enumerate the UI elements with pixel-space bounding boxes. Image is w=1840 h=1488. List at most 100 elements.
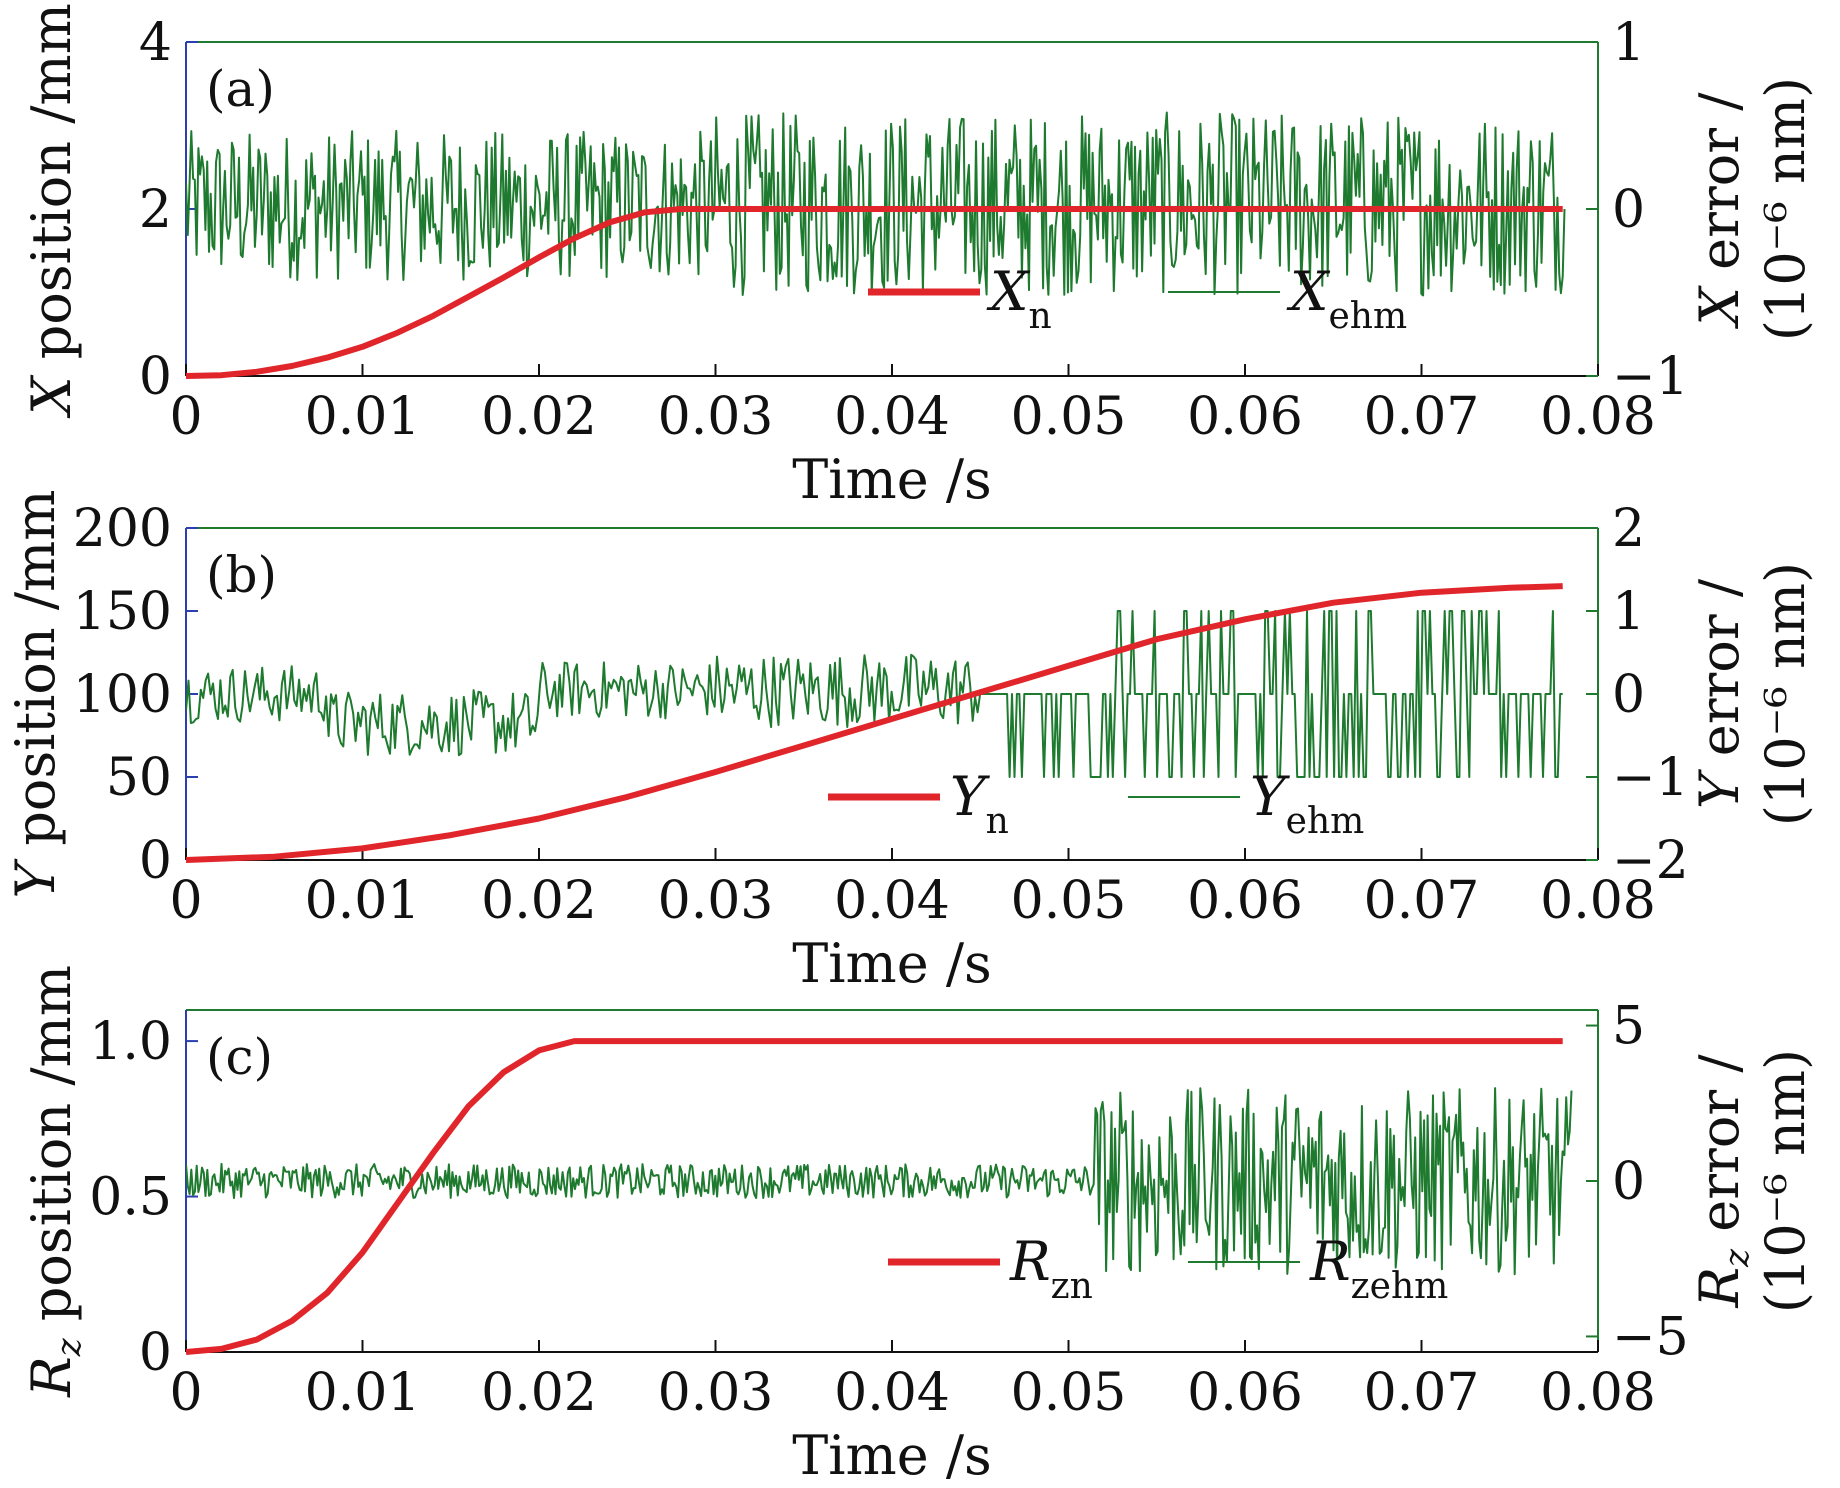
legend-label-sub: zn — [1051, 1266, 1093, 1307]
panel-label: (a) — [206, 60, 275, 118]
right-axis-title: Rz error / — [1688, 1054, 1757, 1309]
right-tick-label: 0 — [1612, 1152, 1645, 1212]
x-tick-label: 0 — [169, 1363, 202, 1423]
x-tick-label: 0.02 — [481, 387, 597, 447]
left-axis-var: Y — [4, 858, 67, 898]
right-axis-title: Y error / — [1688, 578, 1751, 809]
series-line-y-n — [186, 583, 1563, 863]
x-tick-label: 0.05 — [1011, 1363, 1127, 1423]
right-tick-label: −1 — [1612, 748, 1689, 808]
x-tick-label: 0.06 — [1187, 1363, 1303, 1423]
legend-label-sub: ehm — [1286, 801, 1365, 842]
left-tick-label: 0.5 — [89, 1168, 172, 1228]
left-axis-rest: position /mm — [20, 3, 83, 376]
left-axis-var: X — [20, 374, 83, 419]
left-axis-rest: position /mm — [4, 490, 67, 863]
x-tick-label: 0.08 — [1540, 871, 1656, 931]
panel-label: (b) — [206, 546, 277, 604]
legend: Rzn Rzehm — [888, 1230, 1448, 1307]
panel-c: 0 0.01 0.02 0.03 0.04 0.05 0.06 0.07 0.08 Time /s… — [20, 965, 1817, 1487]
legend-label-sub: ehm — [1328, 296, 1407, 337]
left-axis-var: R — [20, 1356, 83, 1398]
x-tick-label: 0.05 — [1011, 387, 1127, 447]
left-tick-label: 200 — [73, 499, 172, 559]
legend-label-main: Y — [950, 765, 990, 828]
series-line-r-zehm — [186, 1087, 1573, 1276]
right-tick-label: −2 — [1612, 831, 1689, 891]
x-tick-label: 0.04 — [834, 871, 950, 931]
x-tick-label: 0.07 — [1364, 387, 1480, 447]
x-tick-label: 0.05 — [1011, 871, 1127, 931]
left-axis-var-sub: z — [49, 1337, 89, 1357]
right-tick-label: 0 — [1612, 180, 1645, 240]
x-tick-label: 0.02 — [481, 871, 597, 931]
series-line-r-zn — [186, 1038, 1563, 1355]
right-axis-title-line2: (10⁻⁶ nm) — [1754, 77, 1817, 341]
series-line-x-ehm — [186, 111, 1566, 297]
panel-label: (c) — [206, 1028, 273, 1086]
right-tick-label: −5 — [1612, 1307, 1689, 1367]
panel-a: 0 0.01 0.02 0.03 0.04 0.05 0.06 0.07 0.08 Time /s… — [20, 3, 1817, 511]
left-axis-title: Rz position /mm — [20, 965, 89, 1398]
legend-label: Yn — [950, 765, 1009, 842]
x-tick-label: 0.02 — [481, 1363, 597, 1423]
left-tick-label: 1.0 — [89, 1012, 172, 1072]
x-tick-label: 0.07 — [1364, 1363, 1480, 1423]
x-tick-label: 0.04 — [834, 387, 950, 447]
legend-label: Rzn — [1009, 1230, 1093, 1307]
right-tick-label: 2 — [1612, 499, 1645, 559]
right-axis-rest: error / — [1688, 578, 1751, 773]
right-axis-rest: error / — [1688, 92, 1751, 287]
legend-label: Rzehm — [1309, 1230, 1448, 1307]
x-axis-title: Time /s — [792, 448, 992, 511]
legend-label-main: R — [1009, 1230, 1051, 1293]
right-axis-title-line2: (10⁻⁶ nm) — [1754, 562, 1817, 826]
right-axis-var-sub: z — [1717, 1248, 1757, 1268]
right-axis-var: X — [1688, 284, 1751, 329]
right-axis-var: R — [1688, 1267, 1751, 1309]
left-tick-label: 2 — [139, 180, 172, 240]
left-tick-label: 4 — [139, 13, 172, 73]
left-tick-label: 50 — [106, 748, 172, 808]
left-tick-label: 0 — [139, 1323, 172, 1383]
legend-label-sub: n — [1028, 296, 1051, 337]
series-line-x-n — [186, 206, 1563, 379]
legend-label: Xehm — [1286, 260, 1407, 337]
x-tick-label: 0.01 — [305, 871, 421, 931]
x-tick-label: 0.03 — [658, 871, 774, 931]
x-tick-label: 0.07 — [1364, 871, 1480, 931]
legend-label: Yehm — [1250, 765, 1364, 842]
panel-b: 0 0.01 0.02 0.03 0.04 0.05 0.06 0.07 0.08 Time /s… — [4, 490, 1817, 995]
x-axis-title: Time /s — [792, 1424, 992, 1487]
x-tick-label: 0.06 — [1187, 387, 1303, 447]
legend-label: Xn — [986, 260, 1052, 337]
left-tick-label: 100 — [73, 665, 172, 725]
x-tick-label: 0 — [169, 387, 202, 447]
x-tick-label: 0.01 — [305, 387, 421, 447]
left-axis-title: X position /mm — [20, 3, 83, 419]
x-axis-title: Time /s — [792, 932, 992, 995]
left-tick-label: 0 — [139, 347, 172, 407]
legend-label-sub: zehm — [1351, 1266, 1449, 1307]
x-tick-label: 0.03 — [658, 387, 774, 447]
legend-label-main: R — [1309, 1230, 1351, 1293]
x-tick-label: 0.01 — [305, 1363, 421, 1423]
legend-label-main: X — [1286, 260, 1331, 323]
legend-label-sub: n — [986, 801, 1009, 842]
right-axis-rest: error / — [1688, 1054, 1751, 1249]
right-axis-title: X error / — [1688, 92, 1751, 330]
x-tick-label: 0 — [169, 871, 202, 931]
x-tick-label: 0.06 — [1187, 871, 1303, 931]
right-tick-label: −1 — [1612, 347, 1689, 407]
right-tick-label: 1 — [1612, 582, 1645, 642]
left-tick-label: 0 — [139, 831, 172, 891]
left-axis-rest: position /mm — [20, 965, 83, 1338]
x-tick-label: 0.04 — [834, 1363, 950, 1423]
right-tick-label: 5 — [1612, 997, 1645, 1057]
right-axis-title-line2: (10⁻⁶ nm) — [1754, 1049, 1817, 1313]
x-tick-label: 0.03 — [658, 1363, 774, 1423]
right-axis-var: Y — [1688, 769, 1751, 809]
left-axis-title: Y position /mm — [4, 490, 67, 899]
legend-label-main: X — [986, 260, 1031, 323]
